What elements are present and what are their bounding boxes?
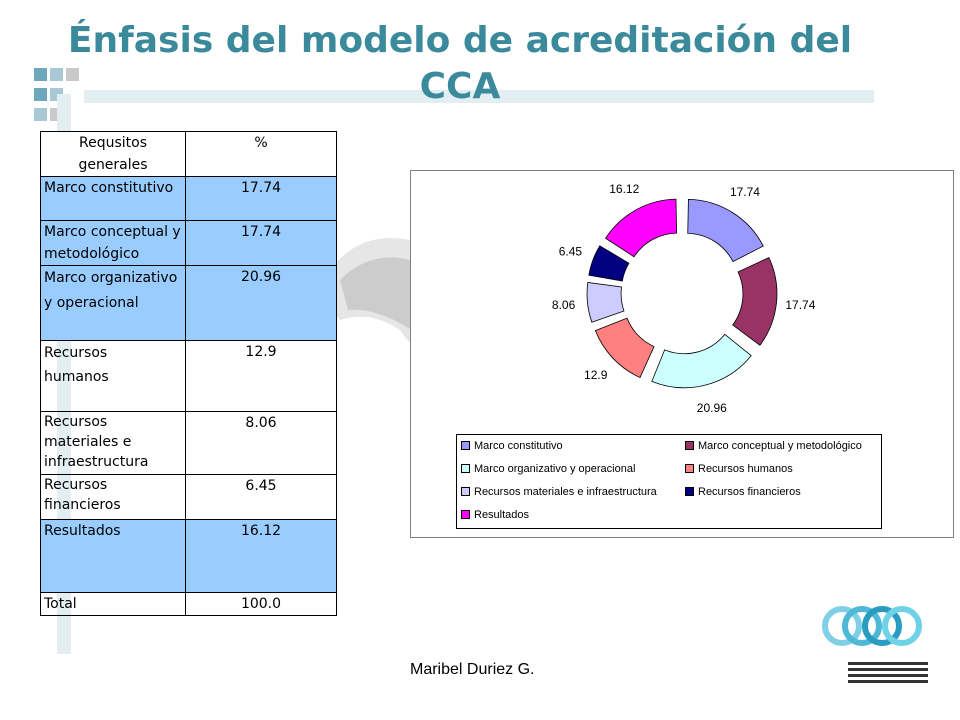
- legend-swatch: [685, 440, 694, 450]
- table-total-row: Total 100.0: [40, 592, 337, 616]
- donut-slice: [687, 198, 764, 263]
- slice-data-label: 20.96: [697, 401, 727, 415]
- row-value: 20.96: [185, 265, 337, 341]
- table-header-row: Requsitos generales %: [40, 131, 337, 177]
- slice-data-label: 8.06: [552, 298, 576, 312]
- legend-item: Marco constitutivo: [461, 438, 563, 454]
- row-label: Marco constitutivo: [40, 176, 186, 221]
- deco-square: [50, 68, 63, 81]
- row-value: 17.74: [185, 176, 337, 221]
- row-label: Marco organizativo y operacional: [40, 265, 186, 341]
- column-header-requirements: Requsitos generales: [40, 131, 186, 177]
- row-value: 17.74: [185, 220, 337, 266]
- donut-slice: [651, 333, 752, 389]
- total-label: Total: [40, 592, 186, 616]
- cca-logo: [822, 606, 928, 683]
- slice-data-label: 17.74: [730, 185, 760, 199]
- table-row: Recursos financieros 6.45: [40, 474, 337, 520]
- donut-slice: [586, 282, 625, 323]
- legend-swatch: [685, 486, 694, 496]
- table-row: Recursos humanos 12.9: [40, 340, 337, 412]
- deco-square: [34, 108, 47, 121]
- row-label: Recursos financieros: [40, 474, 186, 520]
- table-row: Resultados 16.12: [40, 519, 337, 593]
- donut-chart: 17.74 17.74 20.96 12.9 8.06 6.45 16.12 Marco c…: [410, 170, 954, 538]
- legend-label: Recursos humanos: [698, 463, 793, 476]
- decorative-horizontal-bar: [84, 90, 874, 103]
- legend-label: Marco conceptual y metodológico: [698, 440, 862, 453]
- slice-data-label: 6.45: [559, 245, 583, 259]
- donut-slice: [732, 257, 778, 346]
- donut-chart-svg: 17.74 17.74 20.96 12.9 8.06 6.45 16.12: [552, 182, 816, 415]
- slice-data-label: 12.9: [584, 368, 608, 382]
- legend-item: Marco conceptual y metodológico: [685, 438, 862, 454]
- deco-square: [34, 88, 47, 101]
- slide-title: Énfasis del modelo de acreditación del C…: [67, 20, 853, 107]
- slice-data-label: 16.12: [609, 182, 639, 196]
- chart-legend: Marco constitutivo Marco conceptual y met…: [456, 434, 882, 529]
- row-value: 8.06: [185, 411, 337, 475]
- column-header-percent: %: [185, 131, 337, 177]
- total-value: 100.0: [185, 592, 337, 616]
- row-label: Recursos humanos: [40, 340, 186, 412]
- legend-swatch: [685, 463, 694, 473]
- footer-author: Maribel Duriez G.: [410, 661, 535, 678]
- donut-slice: [604, 198, 678, 258]
- deco-square: [66, 68, 79, 81]
- legend-item: Recursos humanos: [685, 461, 793, 477]
- deco-square: [34, 68, 47, 81]
- legend-label: Recursos materiales e infraestructura: [474, 486, 657, 499]
- legend-item: Recursos financieros: [685, 484, 801, 500]
- table-row: Marco constitutivo 17.74: [40, 176, 337, 221]
- legend-swatch: [461, 486, 470, 496]
- table-row: Marco organizativo y operacional 20.96: [40, 265, 337, 341]
- row-value: 16.12: [185, 519, 337, 593]
- requirements-table: Requsitos generales % Marco constitutivo…: [40, 131, 337, 616]
- row-value: 12.9: [185, 340, 337, 412]
- table-row: Marco conceptual y metodológico 17.74: [40, 220, 337, 266]
- donut-slice: [594, 317, 655, 379]
- legend-swatch: [461, 509, 470, 519]
- legend-label: Resultados: [474, 509, 530, 522]
- legend-label: Marco organizativo y operacional: [474, 463, 636, 476]
- legend-swatch: [461, 463, 470, 473]
- table-row: Recursos materiales e infraestructura 8.…: [40, 411, 337, 475]
- row-value: 6.45: [185, 474, 337, 520]
- legend-item: Resultados: [461, 507, 529, 523]
- legend-item: Recursos materiales e infraestructura: [461, 484, 657, 500]
- legend-item: Marco organizativo y operacional: [461, 461, 635, 477]
- donut-slice: [588, 245, 630, 282]
- legend-swatch: [461, 440, 470, 450]
- legend-label: Recursos financieros: [698, 486, 801, 499]
- row-label: Marco conceptual y metodológico: [40, 220, 186, 266]
- slice-data-label: 17.74: [785, 298, 815, 312]
- legend-label: Marco constitutivo: [474, 440, 563, 453]
- row-label: Recursos materiales e infraestructura: [40, 411, 186, 475]
- row-label: Resultados: [40, 519, 186, 593]
